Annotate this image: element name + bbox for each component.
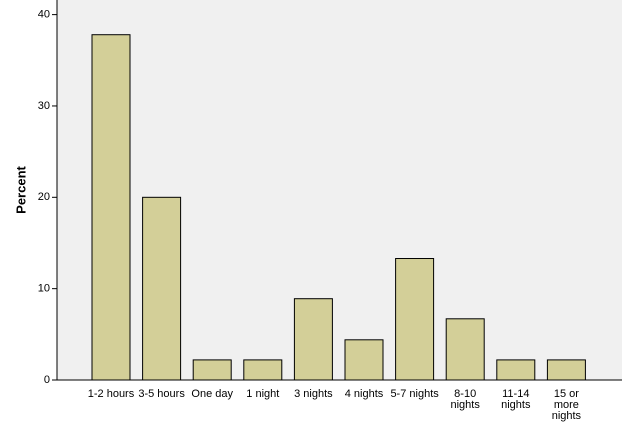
bar [496,359,536,381]
y-tick-label: 10 [38,283,50,295]
x-tick-label: 4 nights [344,388,384,400]
bar [91,34,131,381]
x-tick-label: 8-10 nights [450,388,480,411]
x-tick-label: 15 or more nights [551,388,582,422]
bar [445,318,485,381]
x-tick-label: 3 nights [294,388,333,400]
x-tick-label: One day [191,388,233,400]
bar [142,196,182,381]
bar [243,359,283,381]
bar [192,359,232,381]
plot-area [57,0,622,380]
x-tick-label: 5-7 nights [390,388,439,400]
x-tick-label: 1 night [246,388,280,400]
bar [344,339,384,381]
bar [395,258,435,381]
y-tick-label: 0 [44,374,50,386]
y-tick-label: 20 [38,191,50,203]
x-tick-label: 3-5 hours [138,388,185,400]
bar [546,359,586,381]
x-tick-label: 11-14 nights [501,388,531,411]
bar [293,298,333,381]
y-axis-title: Percent [13,165,28,213]
y-tick-label: 40 [38,9,50,21]
y-tick-label: 30 [38,100,50,112]
x-tick-label: 1-2 hours [87,388,135,400]
